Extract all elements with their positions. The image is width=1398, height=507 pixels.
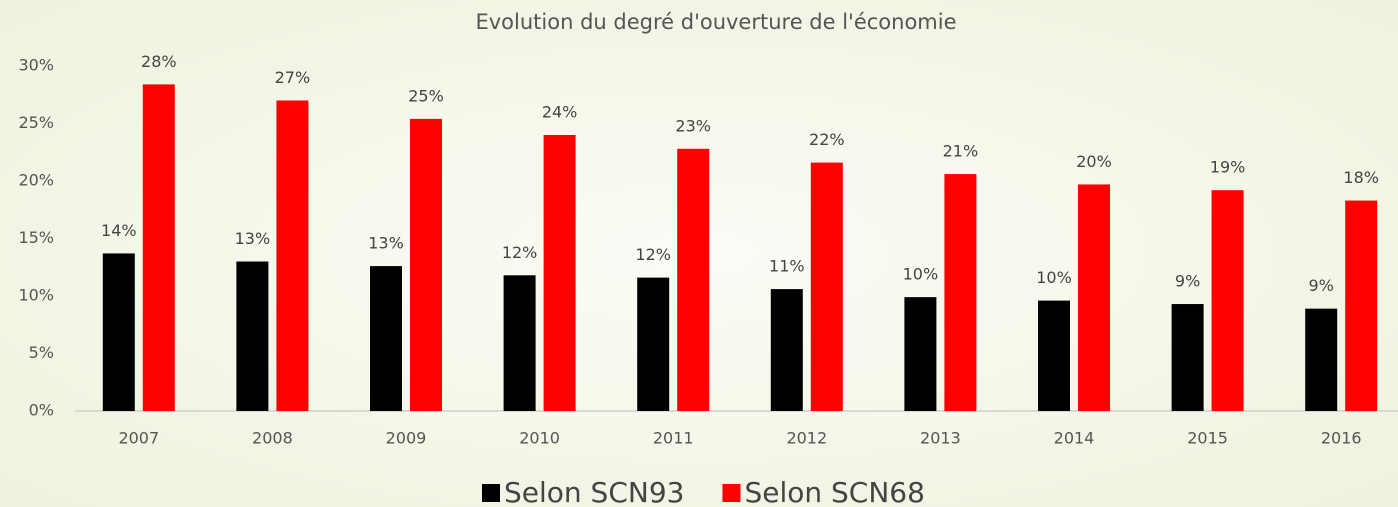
y-tick-label: 5% bbox=[29, 343, 54, 362]
value-label: 14% bbox=[101, 221, 137, 240]
bar bbox=[637, 277, 670, 411]
bar bbox=[276, 100, 309, 411]
value-label: 20% bbox=[1076, 152, 1112, 171]
value-label: 25% bbox=[408, 86, 444, 105]
y-tick-label: 30% bbox=[18, 56, 54, 75]
x-tick-label: 2014 bbox=[1054, 429, 1095, 448]
x-tick-label: 2008 bbox=[252, 429, 293, 448]
value-label: 9% bbox=[1175, 272, 1200, 291]
bar bbox=[904, 297, 937, 411]
bar bbox=[410, 118, 442, 412]
y-tick-label: 25% bbox=[18, 113, 54, 132]
value-label: 24% bbox=[542, 103, 578, 122]
x-tick-label: 2012 bbox=[786, 429, 827, 448]
x-tick-label: 2016 bbox=[1321, 429, 1362, 448]
bar bbox=[102, 253, 135, 411]
value-label: 12% bbox=[635, 245, 671, 264]
bar bbox=[1211, 190, 1244, 411]
chart-title: Evolution du degré d'ouverture de l'écon… bbox=[475, 10, 956, 34]
bar bbox=[236, 261, 269, 411]
bar bbox=[1078, 184, 1110, 411]
x-tick-label: 2009 bbox=[386, 429, 427, 448]
y-tick-label: 0% bbox=[29, 401, 54, 420]
x-tick-label: 2013 bbox=[920, 429, 961, 448]
y-tick-label: 10% bbox=[18, 286, 54, 305]
value-label: 10% bbox=[903, 265, 939, 284]
value-label: 10% bbox=[1036, 268, 1072, 287]
value-label: 9% bbox=[1309, 276, 1334, 295]
value-label: 11% bbox=[769, 257, 805, 276]
bar bbox=[770, 289, 803, 411]
x-tick-label: 2015 bbox=[1187, 429, 1228, 448]
bar bbox=[1171, 304, 1204, 411]
x-tick-label: 2010 bbox=[519, 429, 560, 448]
value-label: 21% bbox=[943, 142, 979, 161]
legend-label: Selon SCN68 bbox=[744, 476, 924, 507]
legend-swatch bbox=[482, 484, 500, 502]
bar bbox=[944, 174, 977, 411]
value-label: 18% bbox=[1343, 168, 1379, 187]
value-label: 23% bbox=[675, 116, 711, 135]
bar bbox=[142, 84, 175, 412]
bar bbox=[543, 135, 576, 411]
value-label: 13% bbox=[235, 229, 271, 248]
x-tick-label: 2011 bbox=[653, 429, 694, 448]
bar bbox=[503, 275, 536, 411]
y-tick-label: 20% bbox=[18, 171, 54, 190]
bar bbox=[677, 148, 710, 412]
value-label: 19% bbox=[1210, 158, 1246, 177]
value-label: 27% bbox=[275, 68, 311, 87]
bar bbox=[1345, 200, 1378, 411]
x-tick-label: 2007 bbox=[118, 429, 159, 448]
legend-label: Selon SCN93 bbox=[504, 476, 684, 507]
legend-swatch bbox=[722, 484, 741, 502]
bar bbox=[370, 266, 402, 411]
bar bbox=[1305, 308, 1338, 411]
value-label: 12% bbox=[502, 243, 538, 262]
bar bbox=[1038, 300, 1070, 411]
y-tick-label: 15% bbox=[18, 228, 54, 247]
bar bbox=[810, 162, 843, 411]
value-label: 13% bbox=[368, 234, 404, 253]
value-label: 28% bbox=[141, 52, 177, 71]
value-label: 22% bbox=[809, 130, 845, 149]
